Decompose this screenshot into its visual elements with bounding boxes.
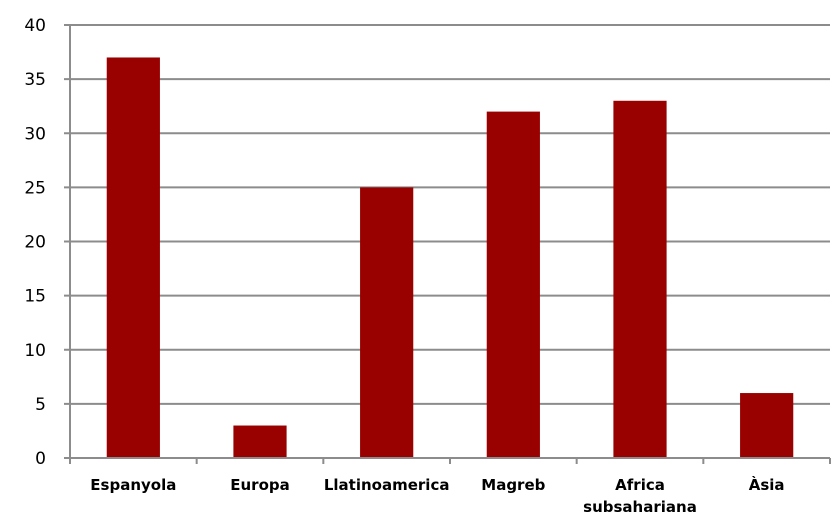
y-tick-label: 35 [24, 70, 46, 90]
x-category-label: Àsia [749, 475, 785, 494]
x-category-label-line: Europa [230, 476, 290, 494]
bar [360, 187, 414, 458]
x-category-label-line: Magreb [481, 476, 545, 494]
y-tick-label: 15 [24, 287, 46, 307]
axes [64, 24, 831, 464]
y-tick-label: 40 [24, 16, 46, 36]
bars [106, 57, 794, 459]
x-category-label-line: subsahariana [583, 498, 697, 515]
x-category-label-line: Africa [615, 476, 665, 494]
y-tick-label: 30 [24, 124, 46, 144]
bar [613, 100, 667, 459]
x-category-label: Llatinoamerica [324, 476, 450, 494]
gridlines [70, 24, 830, 405]
x-category-label: Europa [230, 476, 290, 494]
y-tick-label: 20 [24, 233, 46, 253]
x-category-label: Espanyola [90, 476, 176, 494]
y-tick-label: 5 [35, 395, 46, 415]
bar [740, 393, 794, 458]
y-tick-label: 10 [24, 341, 46, 361]
x-category-label-line: Llatinoamerica [324, 476, 450, 494]
x-category-label-line: Espanyola [90, 476, 176, 494]
bar [233, 425, 287, 458]
bar [486, 111, 540, 458]
x-axis-category-labels: Espanyola Europa Llatinoamerica Magreb Afric… [90, 475, 784, 515]
x-category-label: Africa subsahariana [583, 476, 697, 515]
y-tick-label: 0 [35, 449, 46, 469]
y-tick-label: 25 [24, 178, 46, 198]
y-axis-tick-labels: 0 5 10 15 20 25 30 35 40 [24, 16, 46, 469]
x-category-label-line: Àsia [749, 475, 785, 494]
x-category-label: Magreb [481, 476, 545, 494]
bar [106, 57, 160, 458]
